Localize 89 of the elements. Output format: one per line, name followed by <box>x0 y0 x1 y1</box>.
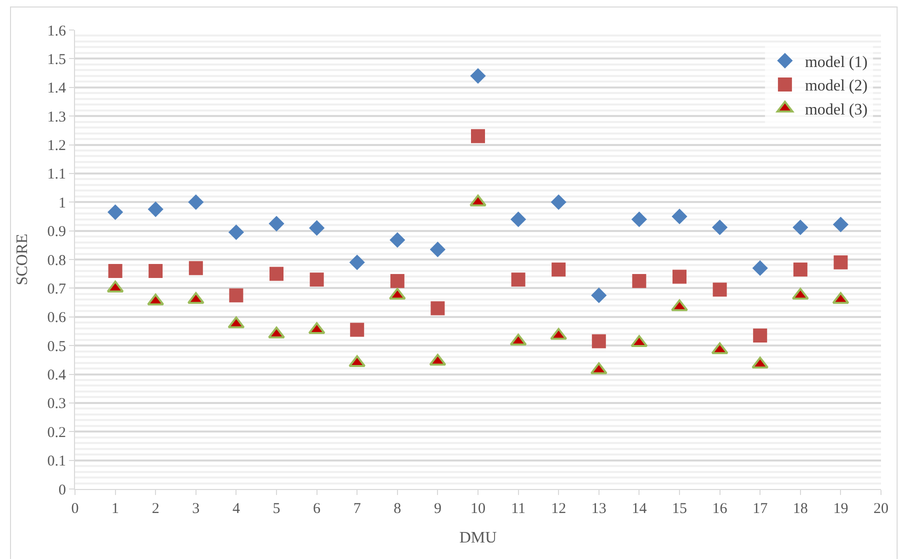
legend-label: model (1) <box>804 54 868 71</box>
point <box>632 274 646 288</box>
point <box>712 282 727 297</box>
point <box>672 208 688 224</box>
point <box>388 288 406 300</box>
point <box>834 255 848 270</box>
point <box>268 216 284 232</box>
x-tick-label: 4 <box>232 501 240 517</box>
point <box>832 216 848 232</box>
y-tick-label: 1.4 <box>47 80 66 97</box>
x-tick-label: 6 <box>313 501 322 517</box>
x-tick-label: 8 <box>394 501 402 517</box>
y-tick-label: 1.6 <box>47 23 66 40</box>
point <box>631 212 647 228</box>
point <box>188 194 204 210</box>
y-tick-label: 1.5 <box>47 52 66 68</box>
point <box>550 194 566 210</box>
y-tick-label: 1.3 <box>47 109 66 126</box>
x-tick-label: 5 <box>272 501 280 517</box>
point <box>270 266 284 281</box>
y-tick-label: 0.7 <box>47 281 66 298</box>
y-tick-label: 0.6 <box>47 310 66 326</box>
point <box>228 224 244 240</box>
y-tick-label: 0.9 <box>47 224 66 240</box>
y-tick-label: 1.2 <box>47 138 66 154</box>
x-tick-label: 2 <box>152 501 160 517</box>
point <box>148 264 163 278</box>
x-tick-label: 17 <box>752 501 768 517</box>
y-tick-label: 1 <box>58 195 66 212</box>
x-tick-label: 0 <box>71 501 79 517</box>
x-tick-label: 9 <box>434 501 442 517</box>
x-tick-label: 14 <box>632 501 648 517</box>
x-tick-label: 16 <box>712 501 728 517</box>
point <box>108 264 122 278</box>
legend-label: model (2) <box>804 78 868 95</box>
x-tick-label: 10 <box>470 501 486 517</box>
point <box>591 288 607 304</box>
x-tick-label: 18 <box>792 501 808 517</box>
point <box>510 334 527 346</box>
x-tick-label: 13 <box>591 501 606 517</box>
x-tick-label: 19 <box>833 501 848 517</box>
point <box>148 202 164 218</box>
y-tick-label: 0.3 <box>47 396 66 412</box>
x-tick-label: 20 <box>874 501 888 517</box>
point <box>310 272 324 287</box>
point <box>792 288 809 300</box>
point <box>188 261 203 276</box>
x-tick-label: 11 <box>511 501 526 517</box>
point <box>108 204 124 220</box>
point <box>511 272 526 287</box>
y-tick-label: 0.5 <box>47 338 66 355</box>
y-tick-label: 0.1 <box>47 454 66 470</box>
x-tick-label: 12 <box>551 501 566 517</box>
point <box>309 220 325 236</box>
y-tick-label: 0.8 <box>47 252 66 269</box>
point <box>792 220 808 236</box>
point <box>430 301 445 316</box>
x-tick-label: 15 <box>672 501 687 517</box>
point <box>471 129 485 144</box>
point <box>752 260 768 276</box>
point <box>390 274 404 288</box>
y-tick-label: 1.1 <box>47 166 66 183</box>
point <box>349 254 365 270</box>
y-axis-title: SCORE <box>14 234 32 286</box>
point <box>229 288 244 302</box>
point <box>712 220 728 236</box>
point <box>390 232 406 248</box>
point <box>552 262 566 277</box>
point <box>510 212 526 228</box>
x-axis-title: DMU <box>459 530 498 547</box>
point <box>470 68 486 84</box>
point <box>429 354 446 366</box>
y-tick-label: 0 <box>58 482 66 498</box>
point <box>753 328 768 343</box>
point <box>430 242 446 258</box>
point <box>590 362 608 374</box>
point <box>672 270 686 284</box>
legend-label: model (3) <box>804 102 868 119</box>
x-tick-label: 3 <box>192 501 200 517</box>
point <box>348 355 366 368</box>
x-tick-label: 1 <box>112 501 120 517</box>
point <box>711 342 728 354</box>
point <box>793 262 808 277</box>
point <box>592 334 606 348</box>
point <box>350 322 364 337</box>
x-tick-label: 7 <box>353 501 362 517</box>
point <box>308 322 326 334</box>
y-tick-label: 0.4 <box>47 368 66 384</box>
y-tick-label: 0.2 <box>47 424 66 441</box>
